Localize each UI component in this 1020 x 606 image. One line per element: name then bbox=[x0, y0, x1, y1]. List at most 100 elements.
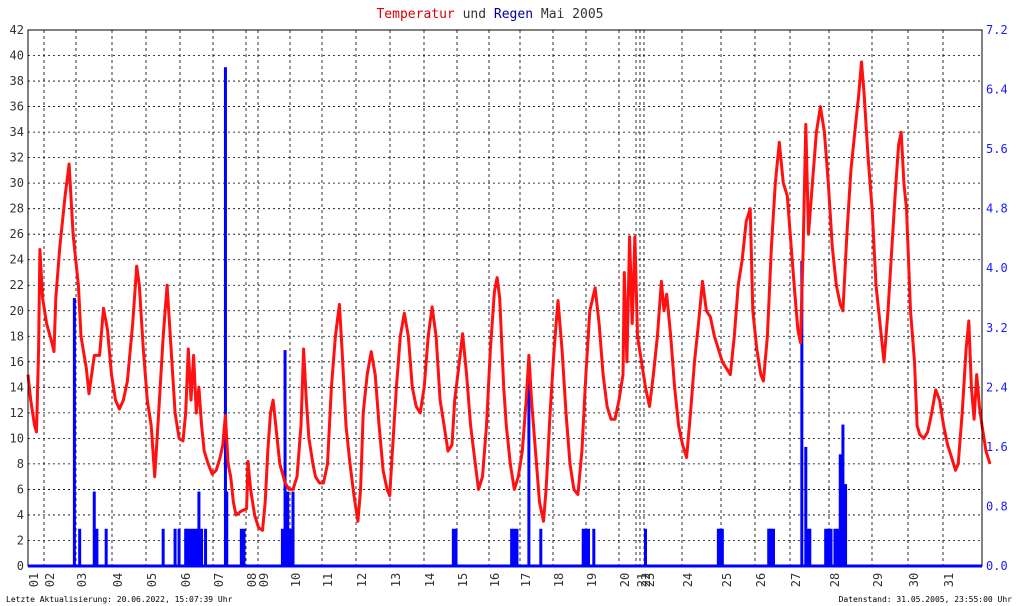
x-axis-tick-label: 13 bbox=[389, 573, 403, 587]
x-axis-tick-label: 22 bbox=[639, 573, 653, 587]
tick-labels: 0246810121416182022242628303234363840420… bbox=[10, 23, 1008, 587]
rain-bar bbox=[838, 454, 842, 566]
right-axis-tick-label: 0.0 bbox=[986, 559, 1008, 573]
right-axis-tick-label: 4.0 bbox=[986, 261, 1008, 275]
footer-data-status: Datenstand: 31.05.2005, 23:55:00 Uhr bbox=[839, 595, 1013, 604]
rain-bar bbox=[225, 491, 229, 566]
left-axis-tick-label: 10 bbox=[10, 431, 24, 445]
x-axis-tick-label: 25 bbox=[720, 573, 734, 587]
chart-title: Temperatur und Regen Mai 2005 bbox=[376, 7, 603, 22]
left-axis-tick-label: 14 bbox=[10, 380, 24, 394]
left-axis-tick-label: 36 bbox=[10, 100, 24, 114]
right-axis-tick-label: 7.2 bbox=[986, 23, 1008, 37]
left-axis-tick-label: 30 bbox=[10, 176, 24, 190]
rain-bar bbox=[512, 528, 516, 566]
left-axis-tick-label: 40 bbox=[10, 49, 24, 63]
rain-bar bbox=[197, 491, 201, 566]
rain-bar bbox=[92, 491, 96, 566]
left-axis-tick-label: 18 bbox=[10, 329, 24, 343]
left-axis-tick-label: 16 bbox=[10, 355, 24, 369]
rain-bar bbox=[193, 528, 197, 566]
x-axis-tick-label: 19 bbox=[585, 573, 599, 587]
left-axis-tick-label: 20 bbox=[10, 304, 24, 318]
left-axis-tick-label: 24 bbox=[10, 253, 24, 267]
rain-bar bbox=[288, 528, 292, 566]
rain-bar bbox=[527, 372, 531, 566]
title-und: und bbox=[455, 7, 494, 22]
x-axis-tick-label: 17 bbox=[519, 573, 533, 587]
right-axis-tick-label: 1.6 bbox=[986, 440, 1008, 454]
x-axis-tick-label: 05 bbox=[145, 573, 159, 587]
x-axis-tick-label: 12 bbox=[355, 573, 369, 587]
rain-bar bbox=[451, 528, 455, 566]
x-axis-tick-label: 20 bbox=[618, 573, 632, 587]
rain-bar bbox=[242, 528, 246, 566]
temperature-line bbox=[26, 60, 992, 532]
rain-bar bbox=[200, 528, 204, 566]
x-axis-tick-label: 27 bbox=[789, 573, 803, 587]
x-axis-tick-label: 31 bbox=[942, 573, 956, 587]
left-axis-tick-label: 4 bbox=[17, 508, 24, 522]
right-axis-tick-label: 6.4 bbox=[986, 83, 1008, 97]
rain-bar bbox=[95, 528, 99, 566]
rain-bar bbox=[836, 528, 840, 566]
x-axis-tick-label: 10 bbox=[289, 573, 303, 587]
rain-bar bbox=[581, 528, 585, 566]
right-axis-tick-label: 0.8 bbox=[986, 499, 1008, 513]
rain-bar bbox=[72, 298, 76, 566]
rain-bar bbox=[239, 528, 243, 566]
rain-bar bbox=[771, 528, 775, 566]
rain-bar bbox=[539, 528, 543, 566]
x-axis-tick-label: 06 bbox=[179, 573, 193, 587]
x-axis-tick-label: 21 bbox=[635, 573, 649, 587]
x-axis-tick-label: 08 bbox=[245, 573, 259, 587]
x-axis-tick-label: 16 bbox=[488, 573, 502, 587]
x-axis-tick-label: 18 bbox=[552, 573, 566, 587]
rain-bar bbox=[808, 528, 812, 566]
rain-bar bbox=[584, 528, 588, 566]
left-axis-tick-label: 22 bbox=[10, 278, 24, 292]
rain-bar bbox=[844, 484, 848, 566]
x-axis-tick-label: 14 bbox=[423, 573, 437, 587]
rain-bar bbox=[280, 528, 284, 566]
rain-bar bbox=[204, 528, 208, 566]
left-axis-tick-label: 32 bbox=[10, 151, 24, 165]
rain-bar bbox=[188, 528, 192, 566]
x-axis-tick-label: 15 bbox=[456, 573, 470, 587]
x-axis-tick-label: 26 bbox=[754, 573, 768, 587]
rain-bar bbox=[592, 528, 596, 566]
rain-bar bbox=[223, 67, 227, 566]
x-axis-tick-label: 03 bbox=[75, 573, 89, 587]
x-axis-tick-label: 07 bbox=[212, 573, 226, 587]
x-axis-tick-label: 04 bbox=[111, 573, 125, 587]
x-axis-tick-label: 29 bbox=[871, 573, 885, 587]
axes bbox=[27, 29, 983, 568]
left-axis-tick-label: 2 bbox=[17, 533, 24, 547]
rain-bar bbox=[643, 528, 647, 566]
left-axis-tick-label: 34 bbox=[10, 125, 24, 139]
title-temperature: Temperatur bbox=[376, 7, 454, 22]
rain-bar bbox=[587, 528, 591, 566]
rain-bars bbox=[72, 67, 848, 566]
right-axis-tick-label: 2.4 bbox=[986, 380, 1008, 394]
rain-bar bbox=[190, 528, 194, 566]
rain-bar bbox=[510, 528, 514, 566]
left-axis-tick-label: 28 bbox=[10, 202, 24, 216]
rain-bar bbox=[104, 528, 108, 566]
rain-bar bbox=[804, 446, 808, 566]
rain-bar bbox=[177, 528, 181, 566]
x-axis-tick-label: 09 bbox=[257, 573, 271, 587]
x-axis-tick-label: 11 bbox=[321, 573, 335, 587]
left-axis-tick-label: 8 bbox=[17, 457, 24, 471]
rain-bar bbox=[291, 491, 295, 566]
rain-bar bbox=[800, 260, 804, 566]
right-axis-tick-label: 4.8 bbox=[986, 202, 1008, 216]
rain-bar bbox=[829, 528, 833, 566]
rain-bar bbox=[78, 528, 82, 566]
left-axis-tick-label: 12 bbox=[10, 406, 24, 420]
right-axis-tick-label: 3.2 bbox=[986, 321, 1008, 335]
left-axis-tick-label: 42 bbox=[10, 23, 24, 37]
rain-bar bbox=[841, 424, 845, 566]
rain-bar bbox=[833, 528, 837, 566]
